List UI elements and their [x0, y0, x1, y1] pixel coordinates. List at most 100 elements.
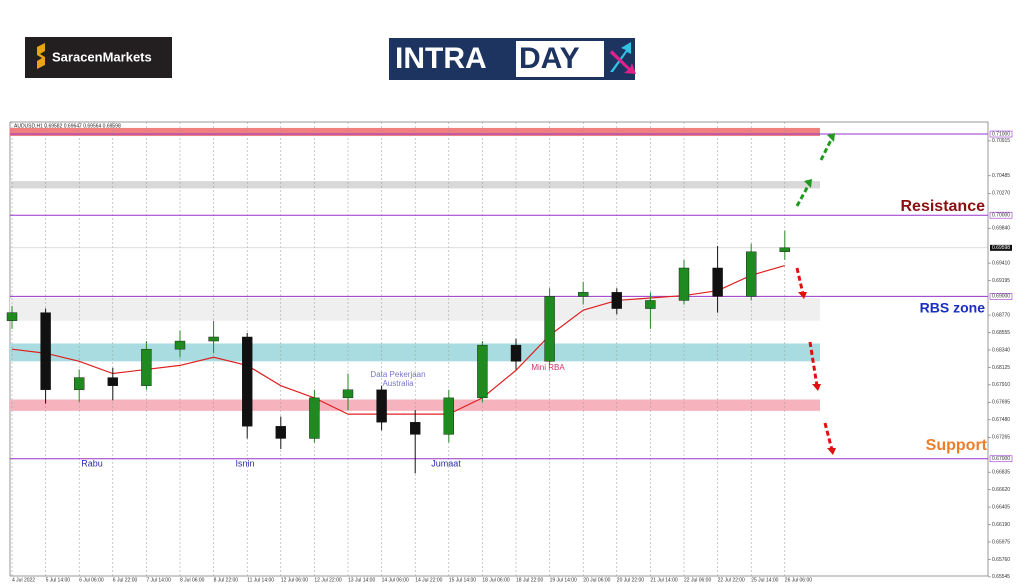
brand-logo: [25, 37, 172, 78]
x-tick-label: 13 Jul 14:00: [348, 577, 375, 583]
candle-body: [174, 340, 186, 350]
zone: [10, 298, 820, 321]
y-tick-label: 0.67910: [992, 382, 1010, 388]
x-tick-label: 14 Jul 06:00: [382, 577, 409, 583]
badge-box: [516, 41, 604, 77]
annotation: Mini RBA: [531, 363, 565, 372]
annotation: Data Pekerjaan: [370, 370, 425, 379]
annotation: Isnin: [235, 458, 254, 468]
current-price-label: 0.69598: [992, 245, 1010, 251]
candle-body: [779, 247, 790, 252]
candle-body: [645, 300, 656, 309]
x-tick-label: 22 Jul 22:00: [718, 577, 745, 583]
zone: [10, 399, 820, 411]
arrowhead: [804, 179, 812, 188]
candle-body: [73, 377, 85, 390]
candle-body: [141, 348, 152, 386]
annotation: Resistance: [901, 198, 986, 215]
x-tick-label: 5 Jul 14:00: [46, 577, 71, 583]
x-tick-label: 15 Jul 14:00: [449, 577, 476, 583]
zone: [10, 343, 820, 362]
zone: [10, 181, 820, 189]
x-tick-label: 18 Jul 06:00: [482, 577, 509, 583]
level-label-box: [989, 130, 1013, 138]
y-tick-label: 0.66405: [992, 504, 1010, 510]
x-tick-label: 20 Jul 22:00: [617, 577, 644, 583]
annotation: Australia: [382, 379, 414, 388]
y-tick-label: 0.67695: [992, 400, 1010, 406]
badge-arrow-up: [610, 42, 631, 72]
x-tick-label: 22 Jul 06:00: [684, 577, 711, 583]
arrowhead: [827, 448, 836, 455]
y-tick-label: 0.65545: [992, 574, 1010, 580]
arrowhead: [812, 384, 821, 391]
ma-line: [11, 264, 785, 415]
brand-name: SaracenMarkets: [52, 49, 152, 64]
candle-body: [241, 336, 253, 427]
x-tick-label: 12 Jul 22:00: [314, 577, 341, 583]
candle-body: [477, 344, 488, 399]
x-tick-label: 6 Jul 22:00: [113, 577, 138, 583]
candle-body: [376, 389, 387, 423]
candle-body: [410, 422, 421, 435]
candle-body: [578, 292, 589, 297]
y-tick-label: 0.69410: [992, 260, 1010, 266]
candle-body: [40, 312, 51, 390]
y-tick-label: 0.70270: [992, 191, 1010, 197]
current-price-box: [990, 244, 1012, 251]
arrowhead: [827, 133, 835, 142]
y-tick-label: 0.67265: [992, 435, 1010, 441]
level-label: 0.70000: [992, 213, 1010, 219]
chart-title: AUDUSD,H1 0.69582 0.69647 0.69564 0.6959…: [14, 123, 121, 129]
level-label: 0.69000: [992, 294, 1010, 300]
candle-body: [611, 292, 622, 309]
arrow-up: [819, 139, 833, 161]
x-tick-label: 18 Jul 22:00: [516, 577, 543, 583]
y-tick-label: 0.67480: [992, 417, 1010, 423]
y-tick-label: 0.65760: [992, 557, 1010, 563]
level-label-box: [989, 293, 1013, 300]
y-tick-label: 0.68555: [992, 330, 1010, 336]
candle-body: [6, 312, 18, 321]
badge-left: INTRA: [395, 42, 487, 75]
x-tick-label: 6 Jul 06:00: [79, 577, 104, 583]
y-tick-label: 0.69840: [992, 226, 1010, 232]
x-tick-label: 25 Jul 14:00: [751, 577, 778, 583]
level-label: 0.67000: [992, 456, 1010, 462]
arrowhead: [798, 292, 807, 299]
x-tick-label: 11 Jul 14:00: [247, 577, 274, 583]
y-tick-label: 0.66835: [992, 469, 1010, 475]
x-tick-label: 12 Jul 06:00: [281, 577, 308, 583]
arrow-down: [795, 267, 805, 295]
y-tick-label: 0.69195: [992, 278, 1010, 284]
badge-right: DAY: [519, 42, 580, 75]
x-tick-label: 4 Jul 2022: [12, 577, 35, 583]
x-tick-label: 8 Jul 22:00: [214, 577, 239, 583]
y-tick-label: 0.68340: [992, 347, 1010, 353]
y-tick-label: 0.68770: [992, 312, 1010, 318]
candle-body: [746, 251, 757, 297]
candle-body: [342, 389, 354, 399]
candle-body: [712, 267, 723, 297]
y-tick-label: 0.68125: [992, 365, 1010, 371]
candle-body: [275, 426, 286, 439]
badge-arrow-down: [610, 50, 636, 74]
arrow-down: [823, 422, 834, 451]
candle-body: [678, 267, 690, 301]
x-tick-label: 21 Jul 14:00: [650, 577, 677, 583]
annotation: Support: [926, 437, 988, 454]
y-tick-label: 0.70915: [992, 138, 1010, 144]
brand-icon: [37, 43, 45, 69]
candle-body: [544, 296, 555, 362]
candle-body: [443, 397, 454, 435]
annotation: Jumaat: [431, 458, 461, 468]
x-tick-label: 7 Jul 14:00: [146, 577, 171, 583]
candle-body: [510, 344, 522, 362]
x-tick-label: 14 Jul 22:00: [415, 577, 442, 583]
x-tick-label: 20 Jul 06:00: [583, 577, 610, 583]
candle-body: [107, 377, 119, 386]
arrowheads: [798, 133, 836, 455]
level-label-box: [989, 211, 1013, 219]
y-tick-label: 0.65975: [992, 539, 1010, 545]
